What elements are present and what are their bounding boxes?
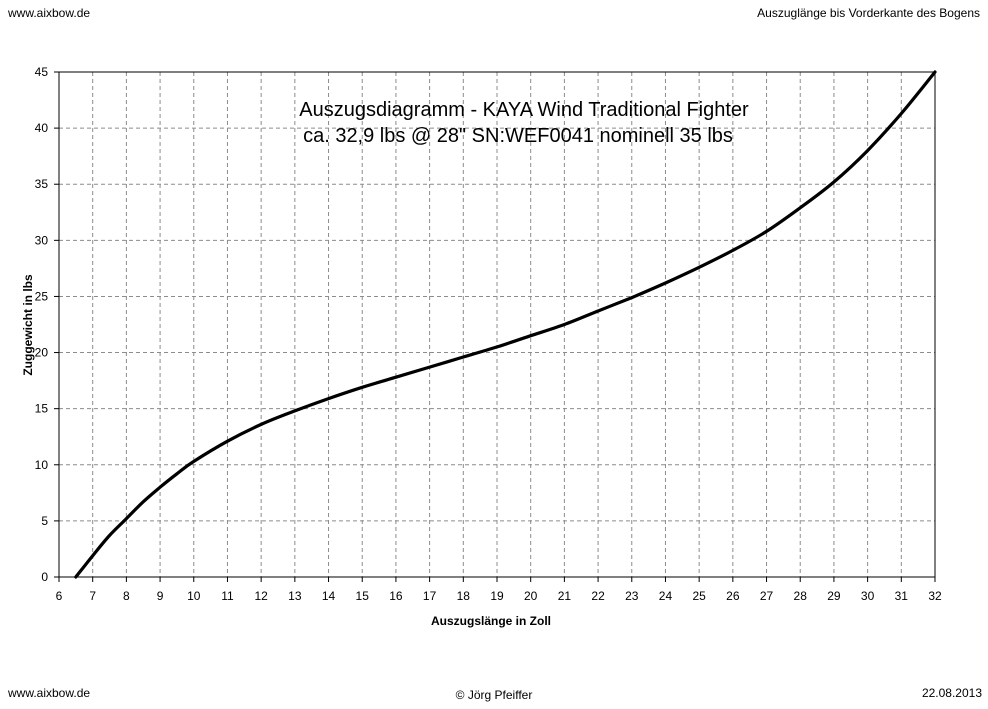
- y-tick-label: 10: [35, 458, 49, 472]
- x-tick-label: 21: [558, 589, 572, 603]
- x-tick-label: 11: [221, 589, 234, 603]
- x-tick-label: 20: [524, 589, 538, 603]
- x-tick-label: 31: [895, 589, 909, 603]
- x-tick-label: 28: [794, 589, 808, 603]
- y-tick-label: 35: [35, 177, 49, 191]
- x-tick-label: 16: [389, 589, 403, 603]
- x-tick-label: 29: [827, 589, 841, 603]
- y-tick-label: 25: [35, 289, 49, 303]
- footer-copyright: © Jörg Pfeiffer: [455, 688, 533, 702]
- y-tick-label: 0: [41, 570, 48, 584]
- axis-ticks: [54, 71, 936, 582]
- y-tick-label: 20: [35, 346, 49, 360]
- x-tick-label: 15: [356, 589, 370, 603]
- x-tick-label: 10: [187, 589, 201, 603]
- x-tick-label: 14: [322, 589, 336, 603]
- y-tick-label: 30: [35, 233, 49, 247]
- x-tick-label: 13: [288, 589, 302, 603]
- y-tick-label: 45: [35, 65, 49, 79]
- x-tick-label: 22: [591, 589, 605, 603]
- x-tick-label: 30: [861, 589, 875, 603]
- x-tick-label: 7: [89, 589, 96, 603]
- grid: [59, 72, 935, 577]
- y-tick-label: 5: [41, 514, 48, 528]
- header-website: www.aixbow.de: [8, 6, 91, 20]
- x-tick-label: 25: [692, 589, 706, 603]
- x-tick-label: 6: [56, 589, 63, 603]
- y-tick-label: 40: [35, 121, 49, 135]
- x-tick-label: 24: [659, 589, 673, 603]
- x-axis-label: Auszugslänge in Zoll: [431, 614, 551, 628]
- x-tick-label: 23: [625, 589, 639, 603]
- y-tick-label: 15: [35, 402, 49, 416]
- x-tick-labels: 6 7 8 9 10 11 12 13 14 15 16 17 18 19 20 21 22 23 24 25 26 27…: [56, 589, 942, 603]
- header-note: Auszuglänge bis Vorderkante des Bogens: [757, 6, 980, 20]
- y-axis-label: Zuggewicht in lbs: [21, 274, 35, 376]
- x-tick-label: 17: [423, 589, 437, 603]
- x-tick-label: 9: [157, 589, 164, 603]
- x-tick-label: 26: [726, 589, 740, 603]
- draw-force-curve: [74, 70, 937, 579]
- x-tick-label: 8: [123, 589, 130, 603]
- x-tick-label: 19: [490, 589, 504, 603]
- x-tick-label: 12: [254, 589, 268, 603]
- chart-subtitle: ca. 32,9 lbs @ 28" SN:WEF0041 nominell 3…: [303, 125, 733, 147]
- x-tick-label: 18: [457, 589, 471, 603]
- x-tick-label: 27: [760, 589, 774, 603]
- y-tick-labels: 0 5 10 15 20 25 30 35 40 45: [35, 65, 49, 584]
- footer-date: 22.08.2013: [921, 686, 982, 700]
- footer-website: www.aixbow.de: [8, 686, 91, 700]
- x-tick-label: 32: [928, 589, 942, 603]
- chart-title: Auszugsdiagramm - KAYA Wind Traditional …: [299, 99, 749, 121]
